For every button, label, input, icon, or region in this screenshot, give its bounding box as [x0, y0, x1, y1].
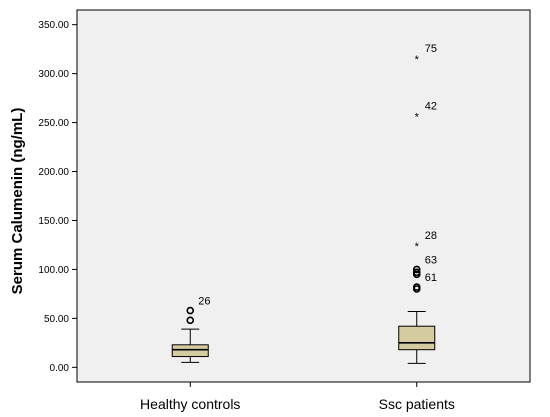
outlier-star: *	[415, 112, 420, 124]
outlier-circle	[186, 316, 195, 325]
box-iqr	[171, 344, 209, 358]
outlier-label: 26	[198, 296, 210, 308]
y-axis-title: Serum Calumenin (ng/mL)	[9, 108, 26, 295]
outlier-label: 75	[425, 43, 437, 55]
y-tick-label: 150.00	[38, 216, 69, 227]
box-healthy-controls: 26	[171, 296, 211, 363]
x-category-label: Healthy controls	[140, 396, 240, 412]
y-tick-label: 300.00	[38, 69, 69, 80]
y-tick-label: 200.00	[38, 167, 69, 178]
box-series: 26 * 75 * 42 * 28 63 61	[171, 43, 437, 364]
y-tick-label: 0.00	[50, 363, 70, 374]
outlier-circle	[186, 306, 195, 315]
outlier-star: *	[415, 54, 420, 66]
y-axis: 0.00 50.00 100.00 150.00 200.00 250.00 300.00 3…	[38, 20, 77, 374]
plot-area	[76, 9, 531, 383]
outlier-label: 63	[425, 254, 437, 266]
outlier-circle	[412, 285, 421, 293]
box-ssc-patients: * 75 * 42 * 28 63 61	[398, 43, 437, 364]
outlier-label: 61	[425, 272, 437, 284]
y-tick-label: 250.00	[38, 118, 69, 129]
outlier-label: 42	[425, 101, 437, 113]
y-tick-label: 100.00	[38, 265, 69, 276]
y-tick-label: 350.00	[38, 20, 69, 31]
y-tick-label: 50.00	[44, 314, 69, 325]
outlier-circle	[412, 265, 421, 274]
outlier-label: 28	[425, 230, 437, 242]
box-iqr	[398, 325, 436, 351]
x-category-label: Ssc patients	[379, 396, 455, 412]
outlier-circle	[412, 270, 421, 279]
outlier-star: *	[415, 241, 420, 253]
x-axis-categories: Healthy controls Ssc patients	[140, 382, 455, 412]
